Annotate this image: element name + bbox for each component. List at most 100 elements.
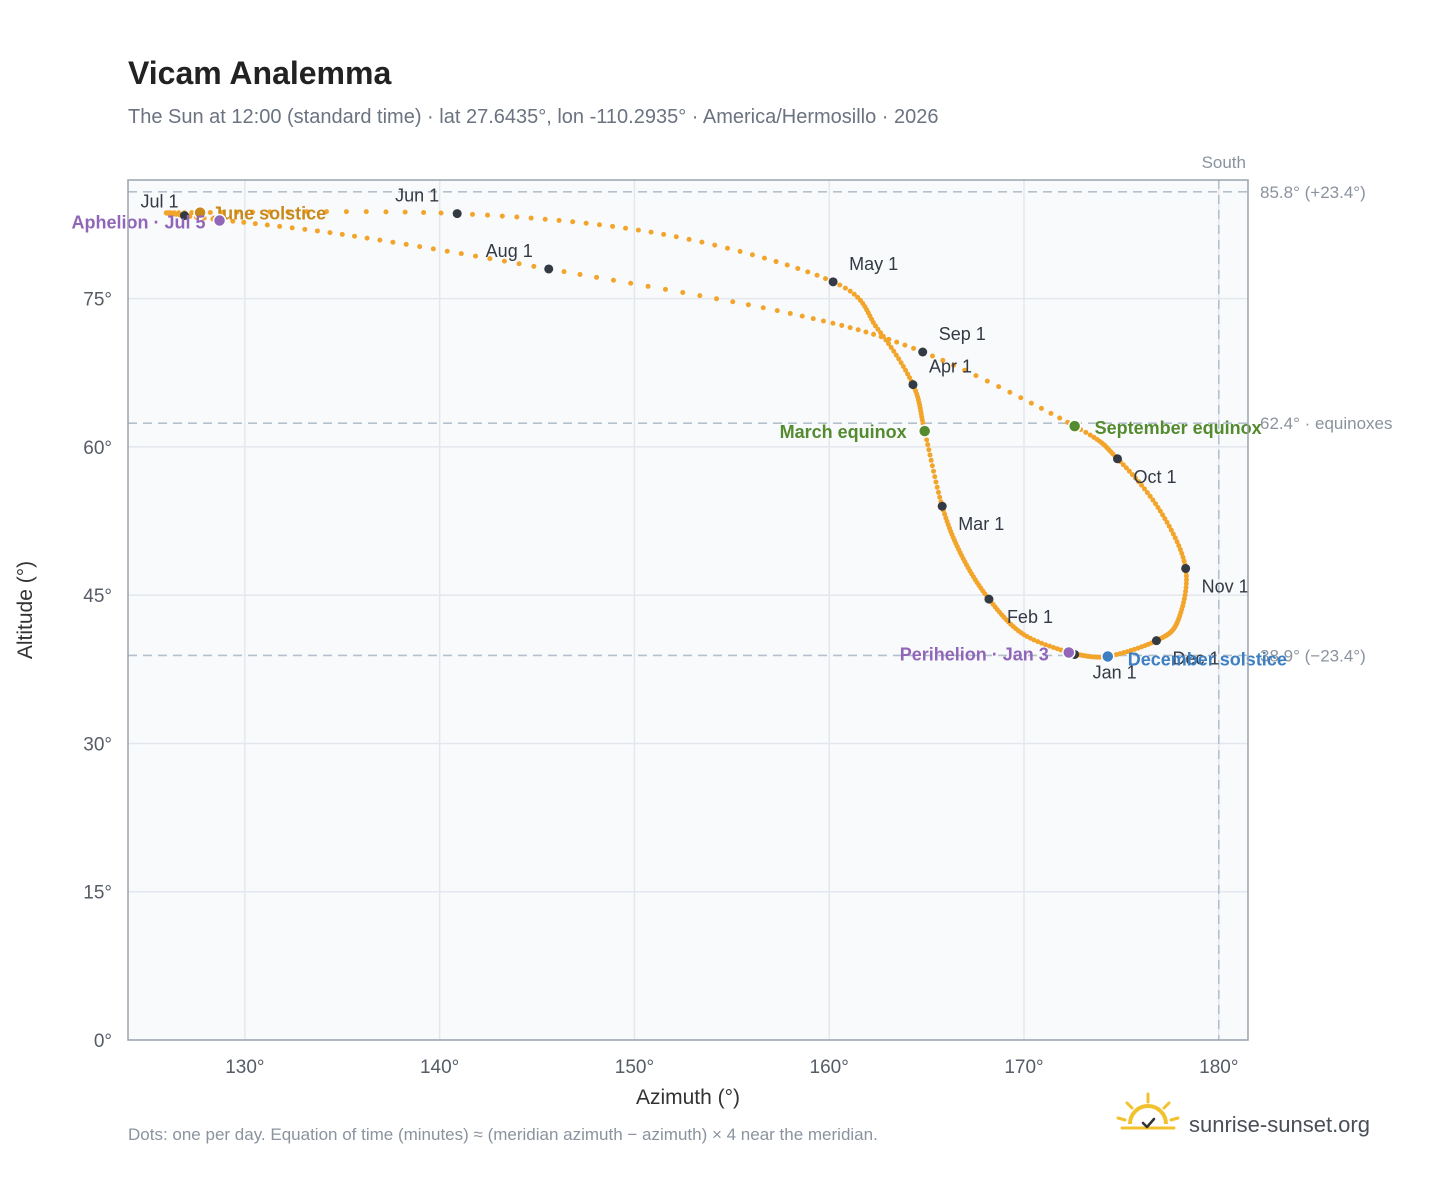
- daily-dot: [1183, 588, 1189, 594]
- month-marker-label: Dec 1: [1172, 649, 1219, 669]
- daily-dot: [314, 228, 320, 234]
- daily-dot: [469, 211, 475, 217]
- daily-dot: [1162, 516, 1168, 522]
- y-tick-label: 75°: [83, 290, 112, 311]
- daily-dot: [473, 253, 479, 259]
- daily-dot: [905, 371, 911, 377]
- daily-dot: [499, 213, 505, 219]
- daily-dot: [661, 231, 667, 237]
- daily-dot: [583, 220, 589, 226]
- month-marker-label: Oct 1: [1133, 467, 1176, 487]
- daily-dot: [514, 214, 520, 220]
- daily-dot: [1048, 410, 1054, 416]
- daily-dot: [837, 282, 843, 288]
- daily-dot: [173, 211, 179, 217]
- month-marker-label: Feb 1: [1007, 607, 1053, 627]
- daily-dot: [1172, 535, 1178, 541]
- event-marker: [212, 213, 227, 228]
- daily-dot: [871, 331, 877, 337]
- daily-dot: [645, 283, 651, 289]
- daily-dot: [241, 219, 247, 225]
- month-marker: [984, 594, 994, 604]
- x-tick-label: 140°: [420, 1057, 459, 1078]
- daily-dot: [343, 209, 349, 215]
- month-marker-label: Nov 1: [1202, 576, 1249, 596]
- daily-dot: [390, 239, 396, 245]
- daily-dot: [863, 329, 869, 335]
- month-marker-label: Jun 1: [395, 186, 439, 206]
- daily-dot: [324, 209, 330, 215]
- daily-dot: [1039, 640, 1045, 646]
- event-label: March equinox: [780, 422, 907, 442]
- daily-dot: [924, 437, 930, 443]
- daily-dot: [810, 316, 816, 322]
- x-tick-label: 160°: [810, 1057, 849, 1078]
- daily-dot: [417, 244, 423, 250]
- daily-dot: [594, 274, 600, 280]
- daily-dot: [930, 353, 936, 359]
- daily-dot: [903, 367, 909, 373]
- daily-dot: [1087, 432, 1093, 438]
- daily-dot: [1168, 527, 1174, 533]
- daily-dot: [773, 259, 779, 265]
- daily-dot: [795, 265, 801, 271]
- daily-dot: [686, 236, 692, 242]
- daily-dot: [1123, 465, 1129, 471]
- daily-dot: [487, 256, 493, 262]
- daily-dot: [1132, 475, 1138, 481]
- daily-dot: [1181, 558, 1187, 564]
- daily-dot: [830, 320, 836, 326]
- daily-dot: [1136, 479, 1142, 485]
- event-markers: June solstice Aphelion · Jul 5 March equin…: [72, 204, 1287, 670]
- daily-dot: [1164, 519, 1170, 525]
- daily-dot: [264, 222, 270, 228]
- daily-dot: [787, 310, 793, 316]
- daily-dot: [1035, 639, 1041, 645]
- footnote: Dots: one per day. Equation of time (min…: [128, 1125, 878, 1144]
- daily-dot: [1129, 472, 1135, 478]
- daily-dot: [878, 334, 884, 340]
- daily-dot: [516, 261, 522, 267]
- daily-dot: [847, 325, 853, 331]
- daily-dot: [900, 364, 906, 370]
- daily-dot: [934, 484, 940, 490]
- month-marker-label: Apr 1: [929, 357, 972, 377]
- x-tick-label: 130°: [225, 1057, 264, 1078]
- month-markers: Jan 1 Feb 1 Mar 1 Apr 1 May 1 Jun 1 Jul 1 Aug 1…: [140, 186, 1248, 683]
- month-marker-label: May 1: [849, 254, 898, 274]
- daily-dot: [252, 221, 258, 227]
- event-marker: [917, 424, 932, 438]
- daily-dot: [1170, 531, 1176, 537]
- plot-frame: [127, 179, 1249, 1041]
- x-tick-label: 170°: [1004, 1057, 1043, 1078]
- daily-dot: [847, 288, 853, 294]
- daily-dot: [730, 299, 736, 305]
- daily-dot: [1160, 512, 1166, 518]
- daily-dot: [931, 468, 937, 474]
- sun-logo-icon: [1116, 1092, 1180, 1130]
- daily-dot: [951, 362, 957, 368]
- daily-dot: [996, 384, 1002, 390]
- chart-subtitle: The Sun at 12:00 (standard time) · lat 2…: [128, 106, 939, 128]
- daily-dot: [893, 352, 899, 358]
- daily-dot: [1183, 581, 1189, 587]
- month-marker-label: Jan 1: [1093, 662, 1137, 682]
- daily-dot: [444, 248, 450, 254]
- daily-dot: [973, 373, 979, 379]
- month-marker-label: Mar 1: [958, 514, 1004, 534]
- daily-dot: [891, 348, 897, 354]
- x-axis-label: Azimuth (°): [636, 1086, 740, 1109]
- daily-dot: [403, 241, 409, 247]
- daily-dot: [364, 235, 370, 241]
- event-marker: [193, 205, 207, 220]
- daily-dot: [699, 239, 705, 245]
- daily-dot: [648, 229, 654, 235]
- daily-dot: [855, 294, 861, 300]
- x-tick-label: 150°: [615, 1057, 654, 1078]
- daily-dot: [1153, 501, 1159, 507]
- y-tick-label: 45°: [83, 586, 112, 607]
- month-marker: [1151, 636, 1161, 646]
- daily-dot: [888, 344, 894, 350]
- daily-dot: [894, 339, 900, 345]
- daily-dot: [610, 277, 616, 283]
